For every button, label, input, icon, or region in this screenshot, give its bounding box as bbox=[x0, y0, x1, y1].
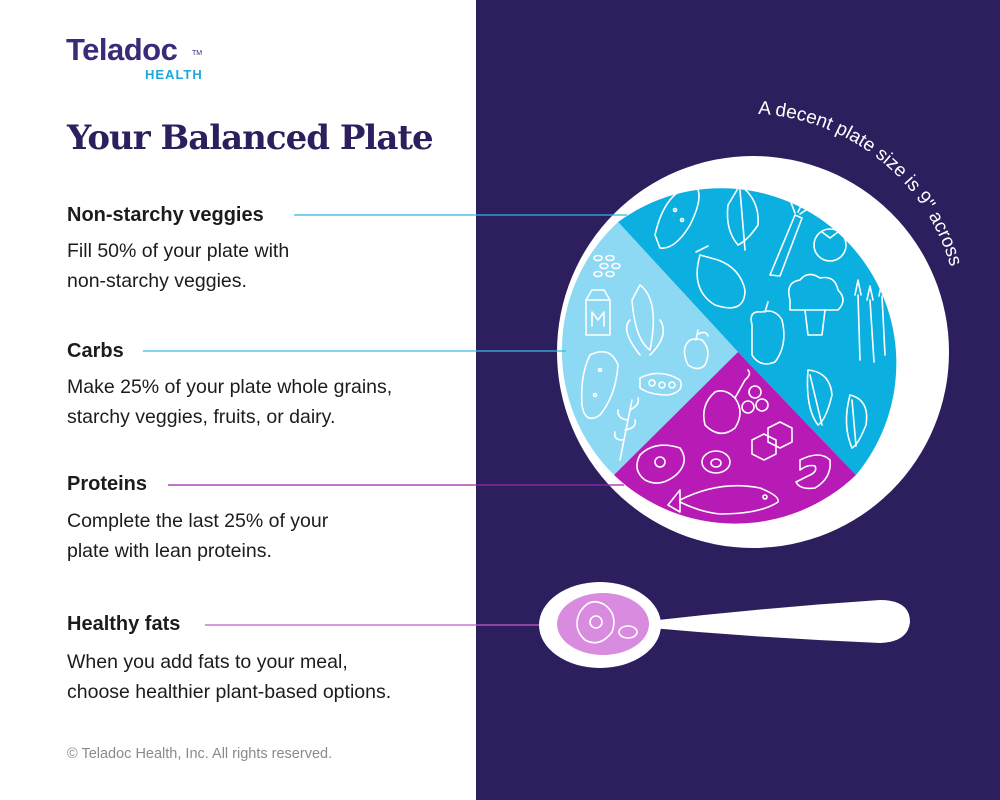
fats-line-2: choose healthier plant-based options. bbox=[67, 681, 392, 703]
left-panel bbox=[0, 0, 476, 800]
fish-icon bbox=[667, 484, 779, 515]
steak-icon bbox=[636, 444, 685, 484]
egg-icon bbox=[701, 450, 731, 474]
carrot-icon bbox=[769, 197, 813, 277]
carbs-description: Make 25% of your plate whole grains, sta… bbox=[67, 372, 392, 432]
apple-icon bbox=[683, 329, 709, 370]
carbs-heading: Carbs bbox=[67, 340, 124, 362]
milk-carton-icon bbox=[585, 289, 611, 336]
carbs-line-2: starchy veggies, fruits, or dairy. bbox=[67, 406, 336, 428]
healthy-fats-portion bbox=[557, 593, 649, 655]
lettuce-icon bbox=[726, 184, 759, 251]
fats-line-1: When you add fats to your meal, bbox=[67, 651, 348, 673]
avocado-icon bbox=[576, 600, 615, 644]
copyright-notice: © Teladoc Health, Inc. All rights reserv… bbox=[67, 746, 333, 762]
proteins-description: Complete the last 25% of your plate with… bbox=[67, 506, 328, 566]
grains-icon bbox=[593, 254, 621, 278]
shrimp-icon bbox=[795, 454, 832, 490]
eggplant-icon bbox=[695, 245, 746, 309]
veggies-heading: Non-starchy veggies bbox=[67, 204, 264, 226]
tofu-icon bbox=[751, 421, 793, 461]
logo-subtitle: HEALTH bbox=[145, 67, 203, 82]
logo-trademark: TM bbox=[192, 50, 203, 57]
logo-wordmark: Teladoc bbox=[66, 32, 178, 67]
wheat-icon bbox=[613, 397, 640, 461]
veggies-line-2: non-starchy veggies. bbox=[67, 270, 247, 292]
page-title: Your Balanced Plate bbox=[67, 118, 434, 158]
proteins-section bbox=[614, 352, 856, 524]
spoon-handle bbox=[640, 600, 910, 643]
teladoc-logo: Teladoc TM HEALTH bbox=[66, 32, 202, 82]
fats-description: When you add fats to your meal, choose h… bbox=[67, 647, 391, 707]
spinach-leaf-icon bbox=[806, 369, 868, 449]
potato-icon bbox=[580, 350, 619, 420]
drumstick-icon bbox=[702, 369, 751, 435]
proteins-heading: Proteins bbox=[67, 473, 148, 495]
fats-heading: Healthy fats bbox=[67, 613, 181, 635]
corn-icon bbox=[625, 284, 665, 356]
bell-pepper-icon bbox=[750, 301, 785, 365]
carbs-line-1: Make 25% of your plate whole grains, bbox=[67, 376, 393, 398]
cucumber-icon bbox=[654, 184, 700, 249]
proteins-line-1: Complete the last 25% of your bbox=[67, 510, 329, 532]
veggies-line-1: Fill 50% of your plate with bbox=[67, 240, 290, 262]
veggies-description: Fill 50% of your plate with non-starchy … bbox=[67, 236, 289, 296]
peas-icon bbox=[639, 372, 682, 396]
broccoli-icon bbox=[787, 273, 844, 336]
nut-icon bbox=[618, 625, 638, 639]
tomato-icon bbox=[813, 228, 847, 262]
asparagus-icon bbox=[854, 279, 886, 363]
proteins-line-2: plate with lean proteins. bbox=[67, 540, 272, 562]
beans-icon bbox=[741, 385, 769, 414]
